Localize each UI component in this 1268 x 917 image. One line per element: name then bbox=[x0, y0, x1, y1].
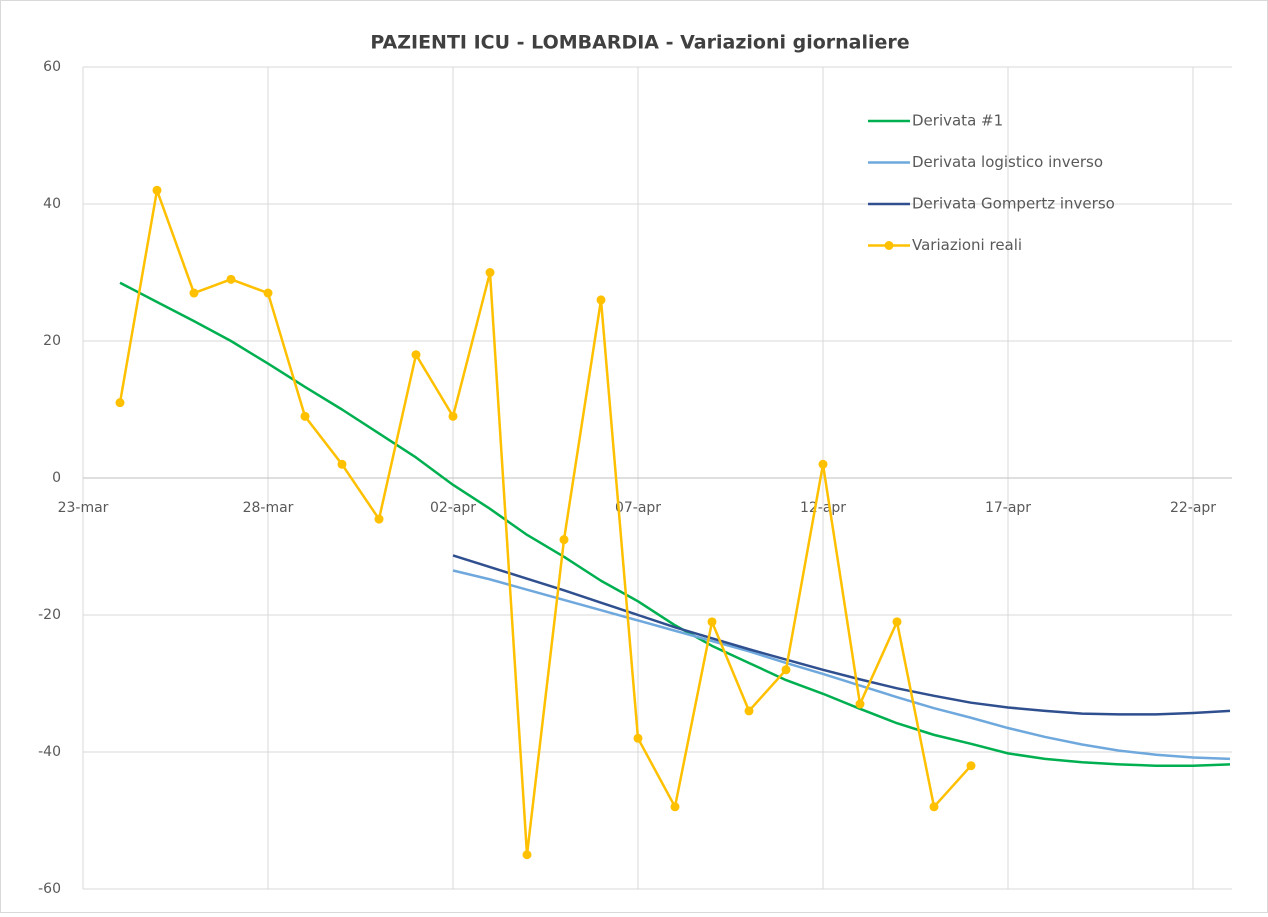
y-tick-label: -40 bbox=[38, 744, 61, 760]
x-tick-label: 23-mar bbox=[58, 500, 109, 516]
point bbox=[855, 699, 865, 709]
point bbox=[892, 617, 902, 627]
y-tick-label: 40 bbox=[43, 196, 61, 212]
point bbox=[929, 802, 939, 812]
series-line bbox=[452, 554, 1231, 716]
legend-label: Derivata logistico inverso bbox=[912, 153, 1103, 171]
point bbox=[300, 411, 310, 421]
point bbox=[448, 411, 458, 421]
point bbox=[152, 185, 162, 195]
x-tick-label: 02-apr bbox=[430, 500, 476, 516]
series-line bbox=[119, 281, 1231, 767]
point bbox=[226, 274, 236, 284]
y-tick-label: 0 bbox=[52, 470, 61, 486]
legend-marker bbox=[884, 241, 894, 250]
x-tick-label: 17-apr bbox=[985, 500, 1031, 516]
point bbox=[559, 535, 569, 545]
legend-label: Variazioni reali bbox=[912, 236, 1022, 254]
point bbox=[189, 288, 199, 298]
point bbox=[781, 665, 791, 675]
point bbox=[818, 459, 828, 469]
series-line bbox=[452, 569, 1231, 761]
point bbox=[744, 706, 754, 716]
point bbox=[670, 802, 680, 812]
y-tick-label: 60 bbox=[43, 59, 61, 75]
y-tick-label: -20 bbox=[38, 607, 61, 623]
x-tick-label: 28-mar bbox=[243, 500, 294, 516]
x-tick-label: 22-apr bbox=[1170, 500, 1216, 516]
point bbox=[263, 288, 273, 298]
y-tick-label: 20 bbox=[43, 333, 61, 349]
point bbox=[485, 268, 495, 277]
point bbox=[633, 733, 643, 743]
point bbox=[337, 459, 347, 469]
point bbox=[596, 295, 606, 305]
point bbox=[966, 761, 976, 771]
legend-label: Derivata #1 bbox=[912, 112, 1003, 130]
point bbox=[115, 398, 125, 408]
legend-label: Derivata Gompertz inverso bbox=[912, 195, 1115, 213]
series-line bbox=[118, 189, 972, 856]
point bbox=[374, 514, 384, 524]
x-tick-label: 12-apr bbox=[800, 500, 846, 516]
point bbox=[522, 850, 532, 860]
x-tick-label: 07-apr bbox=[615, 500, 661, 516]
point bbox=[411, 350, 421, 360]
point bbox=[707, 617, 717, 627]
y-tick-label: -60 bbox=[38, 881, 61, 897]
chart-title: PAZIENTI ICU - LOMBARDIA - Variazioni gi… bbox=[370, 32, 909, 54]
